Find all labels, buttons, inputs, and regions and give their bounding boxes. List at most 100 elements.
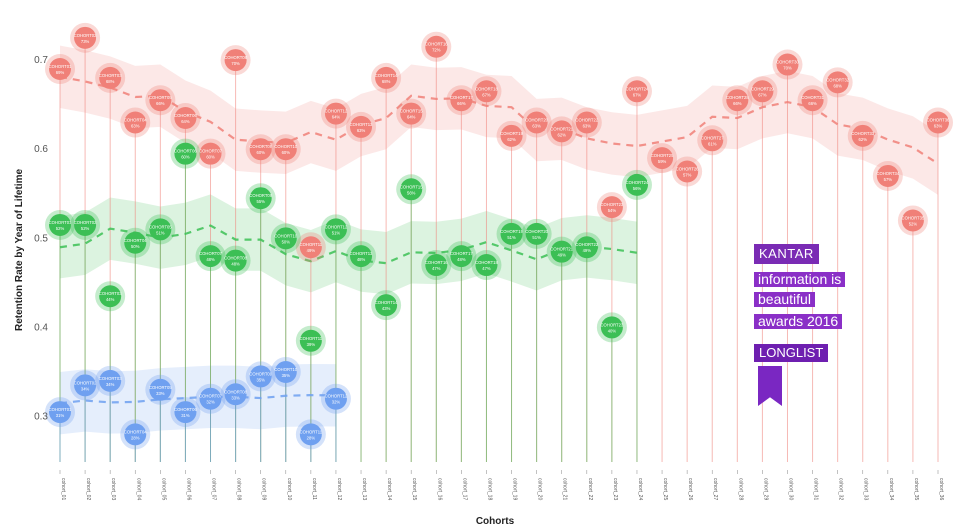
x-tick-label: cohort_13 bbox=[361, 478, 367, 500]
x-tick-label: cohort_25 bbox=[662, 478, 668, 500]
point-marker bbox=[74, 213, 97, 236]
point-value-label: 35% bbox=[282, 373, 291, 378]
point-label: COHORT10 bbox=[274, 233, 297, 238]
point-label: COHORT19 bbox=[500, 229, 523, 234]
point-label: COHORT01 bbox=[49, 407, 72, 412]
x-tick-label: cohort_03 bbox=[110, 478, 116, 500]
point-marker bbox=[224, 249, 247, 272]
x-tick-label: cohort_20 bbox=[537, 478, 543, 500]
x-tick-label: cohort_15 bbox=[411, 478, 417, 500]
point-marker bbox=[299, 329, 322, 352]
data-points: COHORT0169%COHORT0273%COHORT0368%COHORT0… bbox=[45, 22, 953, 450]
point-marker bbox=[324, 102, 347, 125]
y-tick-label: 0.3 bbox=[34, 412, 48, 423]
point-label: COHORT03 bbox=[99, 376, 122, 381]
point-value-label: 60% bbox=[256, 150, 265, 155]
point-marker bbox=[149, 218, 172, 241]
x-tick-label: cohort_28 bbox=[737, 478, 743, 500]
point-marker bbox=[927, 111, 949, 134]
point-value-label: 32% bbox=[206, 400, 215, 405]
point-label: COHORT13 bbox=[350, 122, 373, 127]
point-label: COHORT05 bbox=[149, 385, 172, 390]
point-marker bbox=[224, 49, 247, 72]
point-label: COHORT07 bbox=[199, 394, 222, 399]
point-marker bbox=[74, 374, 97, 397]
x-tick-label: cohort_18 bbox=[486, 478, 492, 500]
x-tick-label: cohort_21 bbox=[562, 478, 568, 500]
point-marker bbox=[701, 129, 724, 152]
point-label: COHORT08 bbox=[224, 256, 247, 261]
point-marker bbox=[475, 254, 498, 277]
point-value-label: 62% bbox=[507, 137, 516, 142]
point-label: COHORT17 bbox=[450, 251, 473, 256]
point-value-label: 57% bbox=[884, 177, 893, 182]
x-tick-label: cohort_32 bbox=[838, 478, 844, 500]
point-marker bbox=[149, 89, 172, 112]
point-value-label: 51% bbox=[532, 235, 541, 240]
point-label: COHORT25 bbox=[651, 153, 674, 158]
x-tick-label: cohort_17 bbox=[461, 478, 467, 500]
point-value-label: 64% bbox=[181, 119, 190, 124]
x-tick-label: cohort_14 bbox=[386, 478, 392, 500]
point-marker bbox=[224, 383, 247, 406]
x-tick-label: cohort_27 bbox=[712, 478, 718, 500]
x-tick-label: cohort_01 bbox=[60, 478, 66, 500]
x-tick-label: cohort_04 bbox=[135, 478, 141, 500]
x-tick-label: cohort_09 bbox=[261, 478, 267, 500]
point-value-label: 48% bbox=[206, 257, 215, 262]
point-marker bbox=[99, 285, 122, 308]
point-value-label: 61% bbox=[708, 141, 717, 146]
point-value-label: 66% bbox=[156, 101, 165, 106]
badge-line-2: beautiful bbox=[754, 291, 815, 308]
point-value-label: 48% bbox=[357, 257, 366, 262]
point-label: COHORT13 bbox=[350, 251, 373, 256]
point-value-label: 47% bbox=[432, 266, 441, 271]
point-label: COHORT05 bbox=[149, 95, 172, 100]
point-label: COHORT04 bbox=[124, 238, 147, 243]
point-value-label: 54% bbox=[608, 208, 617, 213]
point-label: COHORT24 bbox=[626, 180, 649, 185]
point-label: COHORT12 bbox=[325, 224, 348, 229]
point-label: COHORT26 bbox=[676, 166, 699, 171]
point-label: COHORT03 bbox=[99, 73, 122, 78]
point-label: COHORT10 bbox=[274, 144, 297, 149]
point-marker bbox=[375, 294, 398, 317]
point-marker bbox=[124, 111, 147, 134]
point-value-label: 60% bbox=[206, 155, 215, 160]
point-value-label: 50% bbox=[282, 239, 291, 244]
point-label: COHORT02 bbox=[74, 33, 97, 38]
point-value-label: 28% bbox=[131, 435, 140, 440]
point-label: COHORT15 bbox=[400, 184, 423, 189]
point-label: COHORT04 bbox=[124, 117, 147, 122]
badge-line-4: LONGLIST bbox=[754, 344, 829, 363]
point-label: COHORT06 bbox=[174, 149, 197, 154]
point-marker bbox=[99, 369, 122, 392]
point-marker bbox=[876, 164, 899, 187]
point-label: COHORT29 bbox=[751, 86, 774, 91]
point-value-label: 49% bbox=[558, 253, 567, 258]
point-label: COHORT11 bbox=[300, 336, 323, 341]
